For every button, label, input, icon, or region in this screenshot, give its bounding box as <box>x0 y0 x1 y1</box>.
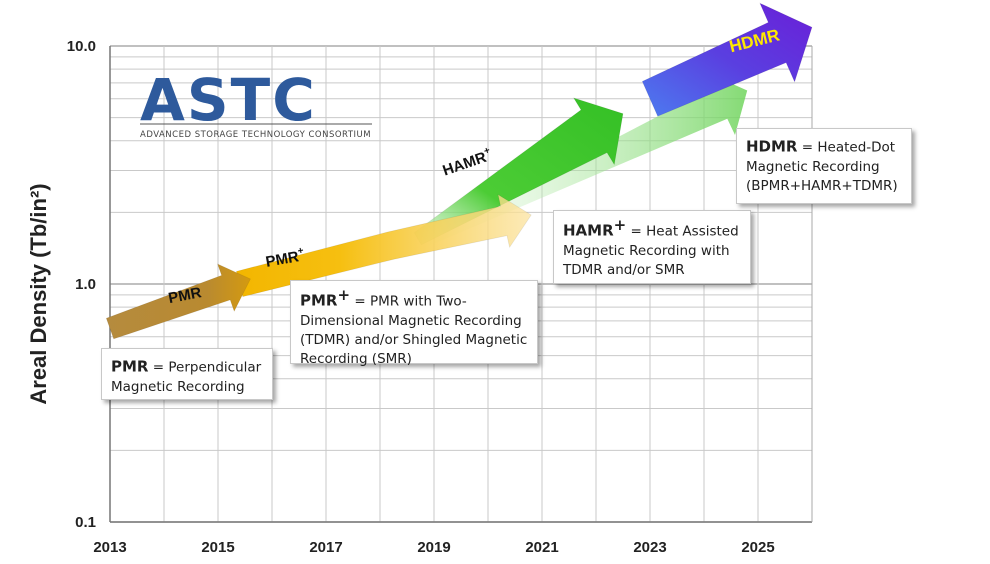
arrow-hamr-plus <box>413 97 624 246</box>
annotation-term: PMR <box>111 357 149 376</box>
x-tick-label: 2013 <box>93 539 126 556</box>
annotation-desc: = Heat Assisted Magnetic Recording with … <box>563 223 739 278</box>
annotation-term: HDMR <box>746 137 798 156</box>
arrow-pmr-plus <box>235 193 532 298</box>
x-tick-label: 2021 <box>525 539 558 556</box>
logo-name: ASTC <box>140 66 317 134</box>
series-label: HAMR+ <box>440 145 494 180</box>
series-label-group: HAMR+ <box>440 145 494 180</box>
x-tick-label: 2019 <box>417 539 450 556</box>
y-tick-label: 0.1 <box>75 514 96 531</box>
series-label-sup: + <box>482 145 491 157</box>
annotation-pmr-plus: PMR+ = PMR with Two-Dimensional Magnetic… <box>290 280 538 367</box>
arrow-hdmr <box>641 2 813 117</box>
y-tick-label: 10.0 <box>67 38 96 55</box>
annotation-hdmr: HDMR = Heated-Dot Magnetic Recording (BP… <box>736 128 912 204</box>
series-label-group: PMR <box>167 284 203 307</box>
x-tick-label: 2025 <box>741 539 774 556</box>
annotation-desc: = Heated-Dot Magnetic Recording (BPMR+HA… <box>746 139 898 194</box>
annotation-term: PMR <box>300 291 338 310</box>
annotation-desc: = Perpendicular Magnetic Recording <box>111 359 262 395</box>
series-label: PMR <box>167 284 203 307</box>
annotation-desc: = PMR with Two-Dimensional Magnetic Reco… <box>300 293 528 367</box>
x-tick-label: 2015 <box>201 539 234 556</box>
y-tick-label: 1.0 <box>75 276 96 293</box>
astc-logo: ASTC ADVANCED STORAGE TECHNOLOGY CONSORT… <box>140 66 372 140</box>
series-arrows <box>105 2 813 340</box>
x-tick-label: 2017 <box>309 539 342 556</box>
annotation-hamr-plus: HAMR+ = Heat Assisted Magnetic Recording… <box>553 210 751 284</box>
logo-tagline: ADVANCED STORAGE TECHNOLOGY CONSORTIUM <box>140 130 371 140</box>
annotation-pmr: PMR = Perpendicular Magnetic Recording <box>101 348 273 400</box>
arrow-pmr <box>105 263 251 340</box>
series-label-sup: + <box>297 245 305 257</box>
axes: 0.1 1.0 10.0 2013 2015 2017 2019 2021 2023 2025 Ar… <box>26 38 813 556</box>
annotation-term: HAMR <box>563 221 614 240</box>
y-axis-label: Areal Density (Tb/in²) <box>26 183 51 404</box>
x-tick-label: 2023 <box>633 539 666 556</box>
